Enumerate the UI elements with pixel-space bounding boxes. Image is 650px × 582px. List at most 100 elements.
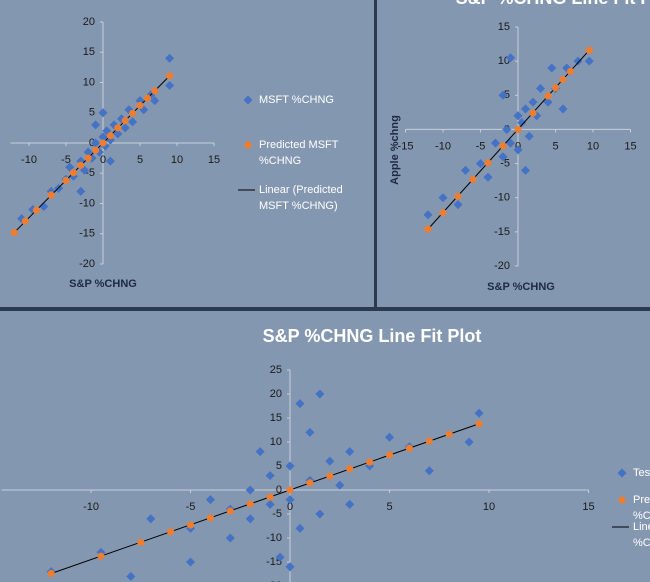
x-axis-title: S&P %CHNG bbox=[487, 281, 555, 293]
x-tick-label: 10 bbox=[587, 140, 599, 152]
y-tick-label: 15 bbox=[270, 412, 282, 424]
x-tick-label: 5 bbox=[137, 154, 143, 166]
y-tick-label: 10 bbox=[83, 76, 95, 88]
y-tick-label: 10 bbox=[498, 55, 510, 67]
legend-marker bbox=[618, 496, 626, 504]
point bbox=[128, 117, 138, 127]
predicted-point bbox=[425, 437, 433, 445]
point bbox=[255, 447, 265, 457]
point bbox=[120, 123, 130, 133]
x-tick-label: 0 bbox=[100, 154, 106, 166]
x-tick-label: -5 bbox=[476, 140, 486, 152]
x-tick-label: -5 bbox=[61, 154, 71, 166]
legend-item: Predicted Tesla %CHNG bbox=[633, 494, 650, 522]
predicted-point bbox=[47, 191, 55, 199]
point bbox=[345, 447, 355, 457]
y-tick-label: -15 bbox=[79, 228, 95, 240]
predicted-point bbox=[544, 92, 552, 100]
point bbox=[76, 186, 86, 196]
point bbox=[146, 514, 156, 524]
point bbox=[502, 124, 512, 134]
legend-item: Tesla %CHNG bbox=[633, 467, 650, 479]
trend-line bbox=[13, 75, 170, 233]
point bbox=[83, 147, 93, 157]
predicted-point bbox=[469, 175, 477, 183]
x-axis-title: S&P %CHNG bbox=[69, 278, 137, 290]
x-tick-label: -10 bbox=[21, 154, 37, 166]
point bbox=[285, 461, 295, 471]
point bbox=[91, 120, 101, 130]
point bbox=[265, 471, 275, 481]
predicted-point bbox=[99, 139, 107, 147]
point bbox=[245, 485, 255, 495]
point bbox=[39, 201, 49, 212]
point bbox=[165, 53, 175, 63]
legend-item: Linear (Predicted Tesla %CHNG) bbox=[633, 521, 650, 549]
point bbox=[464, 437, 474, 447]
point bbox=[384, 432, 395, 442]
predicted-point bbox=[143, 94, 151, 102]
legend-label: Predicted Tesla %CHNG bbox=[633, 494, 650, 522]
y-axis-title: Apple %chng bbox=[389, 115, 401, 185]
x-tick-label: 15 bbox=[624, 140, 636, 152]
predicted-point bbox=[166, 72, 174, 80]
predicted-point bbox=[529, 109, 537, 117]
predicted-point bbox=[499, 142, 507, 150]
y-tick-label: -10 bbox=[79, 197, 95, 209]
y-tick-label: 0 bbox=[276, 484, 282, 496]
predicted-point bbox=[366, 458, 374, 466]
point bbox=[535, 83, 546, 93]
trend-line bbox=[51, 423, 480, 574]
point bbox=[498, 90, 508, 100]
point bbox=[295, 399, 305, 409]
predicted-point bbox=[226, 507, 234, 515]
predicted-point bbox=[566, 67, 575, 75]
predicted-point bbox=[186, 521, 195, 529]
point bbox=[520, 104, 531, 114]
predicted-point bbox=[62, 176, 70, 185]
legend-marker bbox=[244, 141, 252, 149]
y-tick-label: -20 bbox=[494, 260, 510, 272]
predicted-point bbox=[69, 169, 77, 177]
panel-divider bbox=[374, 0, 377, 308]
point bbox=[547, 63, 557, 73]
predicted-point bbox=[137, 538, 145, 546]
y-tick-label: -5 bbox=[85, 167, 95, 179]
y-tick-label: 10 bbox=[270, 436, 282, 448]
legend-marker bbox=[617, 468, 627, 478]
y-tick-label: -15 bbox=[494, 226, 510, 238]
legend-label: Predicted MSFT %CHNG bbox=[259, 139, 339, 167]
predicted-point bbox=[246, 500, 254, 508]
predicted-point bbox=[121, 117, 129, 125]
point bbox=[315, 389, 325, 399]
predicted-point bbox=[97, 552, 105, 560]
point bbox=[295, 523, 305, 533]
point bbox=[98, 108, 108, 118]
predicted-point bbox=[47, 569, 55, 578]
point bbox=[438, 193, 448, 203]
y-tick-label: -10 bbox=[494, 192, 510, 204]
point bbox=[165, 80, 175, 91]
legend-item: MSFT %CHNG bbox=[259, 94, 334, 106]
point bbox=[126, 571, 136, 581]
predicted-point bbox=[326, 472, 334, 480]
y-tick-label: 5 bbox=[89, 107, 95, 119]
point bbox=[245, 514, 255, 524]
x-tick-label: 0 bbox=[287, 501, 293, 513]
predicted-point bbox=[346, 465, 354, 473]
x-tick-label: 5 bbox=[552, 140, 558, 152]
legend-marker bbox=[243, 95, 253, 105]
point bbox=[186, 557, 196, 567]
point bbox=[474, 408, 484, 418]
y-tick-label: -20 bbox=[79, 258, 95, 270]
y-tick-label: 5 bbox=[276, 460, 282, 472]
predicted-point bbox=[551, 84, 560, 92]
predicted-point bbox=[559, 75, 567, 84]
predicted-point bbox=[10, 228, 18, 237]
y-tick-label: -5 bbox=[500, 157, 510, 169]
point bbox=[315, 509, 325, 519]
point bbox=[225, 533, 235, 543]
